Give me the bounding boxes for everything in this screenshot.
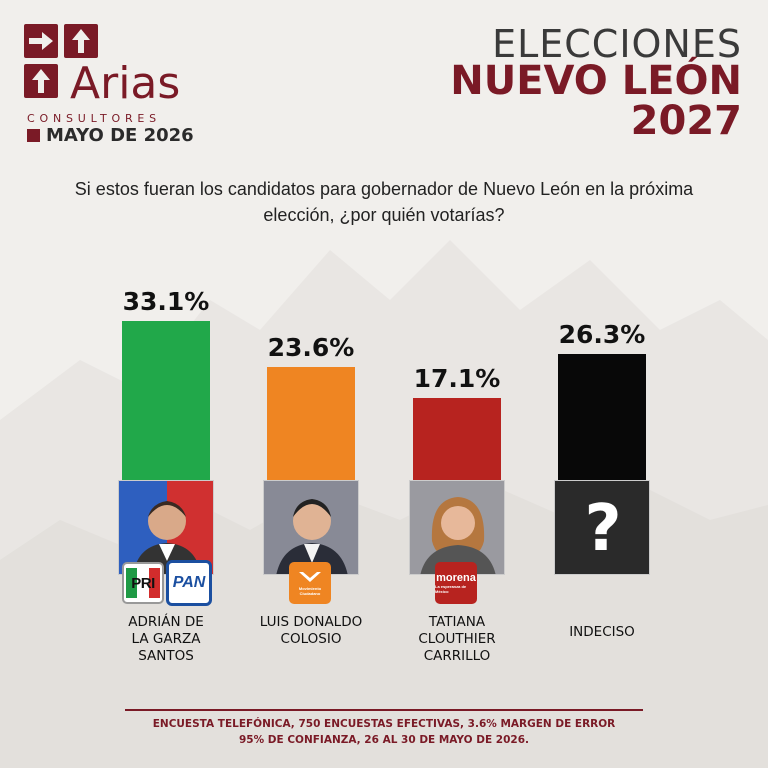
brand-logo: Arias CONSULTORES MAYO DE 2026 — [24, 24, 224, 146]
arrow-up-small-icon — [24, 64, 58, 98]
value-label-tatiana-clouthier: 17.1% — [413, 363, 501, 393]
bar-adrian-de-la-garza — [122, 321, 210, 480]
arrow-right-icon — [24, 24, 58, 58]
bar-luis-donaldo-colosio — [267, 366, 355, 480]
header-region: NUEVO LEÓN — [450, 58, 742, 104]
survey-date: MAYO DE 2026 — [46, 125, 194, 146]
candidate-photo-indeciso: ? — [554, 480, 650, 575]
date-marker — [27, 129, 40, 142]
bar-indeciso — [558, 353, 646, 480]
candidate-name-luis-donaldo-colosio: LUIS DONALDO COLOSIO — [259, 614, 363, 647]
survey-methodology: ENCUESTA TELEFÓNICA, 750 ENCUESTAS EFECT… — [100, 716, 668, 748]
footer-divider — [125, 709, 643, 711]
candidate-photo-luis-donaldo-colosio — [263, 480, 359, 575]
value-label-indeciso: 26.3% — [558, 319, 646, 349]
morena-logo-subtext: La esperanza de México — [435, 584, 467, 594]
bar-tatiana-clouthier — [413, 397, 501, 480]
arrow-up-icon — [64, 24, 98, 58]
candidate-name-tatiana-clouthier: TATIANA CLOUTHIER CARRILLO — [418, 614, 496, 664]
pan-logo-icon: PAN — [166, 560, 212, 606]
header-elecciones: ELECCIONES — [492, 22, 742, 66]
value-label-adrian-de-la-garza: 33.1% — [122, 287, 210, 317]
morena-logo-text: morena — [436, 572, 476, 584]
candidate-photo-tatiana-clouthier — [409, 480, 505, 575]
movimiento-ciudadano-logo-icon: Movimiento Ciudadano — [289, 562, 331, 604]
pan-logo-text: PAN — [172, 574, 206, 591]
brand-name: Arias — [70, 58, 181, 109]
candidate-name-adrian-de-la-garza: ADRIÁN DE LA GARZA SANTOS — [128, 614, 204, 664]
pri-logo-icon: PRI — [122, 562, 164, 604]
methodology-line-1: ENCUESTA TELEFÓNICA, 750 ENCUESTAS EFECT… — [152, 718, 616, 730]
candidate-name-indeciso: INDECISO — [569, 624, 635, 640]
methodology-line-2: 95% DE CONFIANZA, 26 AL 30 DE MAYO DE 20… — [238, 734, 529, 746]
question-mark-icon: ? — [584, 491, 622, 566]
header-year: 2027 — [630, 98, 742, 144]
movimiento-ciudadano-logo-text: Movimiento Ciudadano — [298, 586, 322, 596]
value-label-luis-donaldo-colosio: 23.6% — [267, 332, 355, 362]
pri-logo-text: PRI — [131, 574, 155, 592]
survey-question: Si estos fueran los candidatos para gobe… — [74, 179, 694, 225]
brand-subtitle: CONSULTORES — [27, 112, 161, 125]
morena-logo-icon: morena La esperanza de México — [435, 562, 477, 604]
